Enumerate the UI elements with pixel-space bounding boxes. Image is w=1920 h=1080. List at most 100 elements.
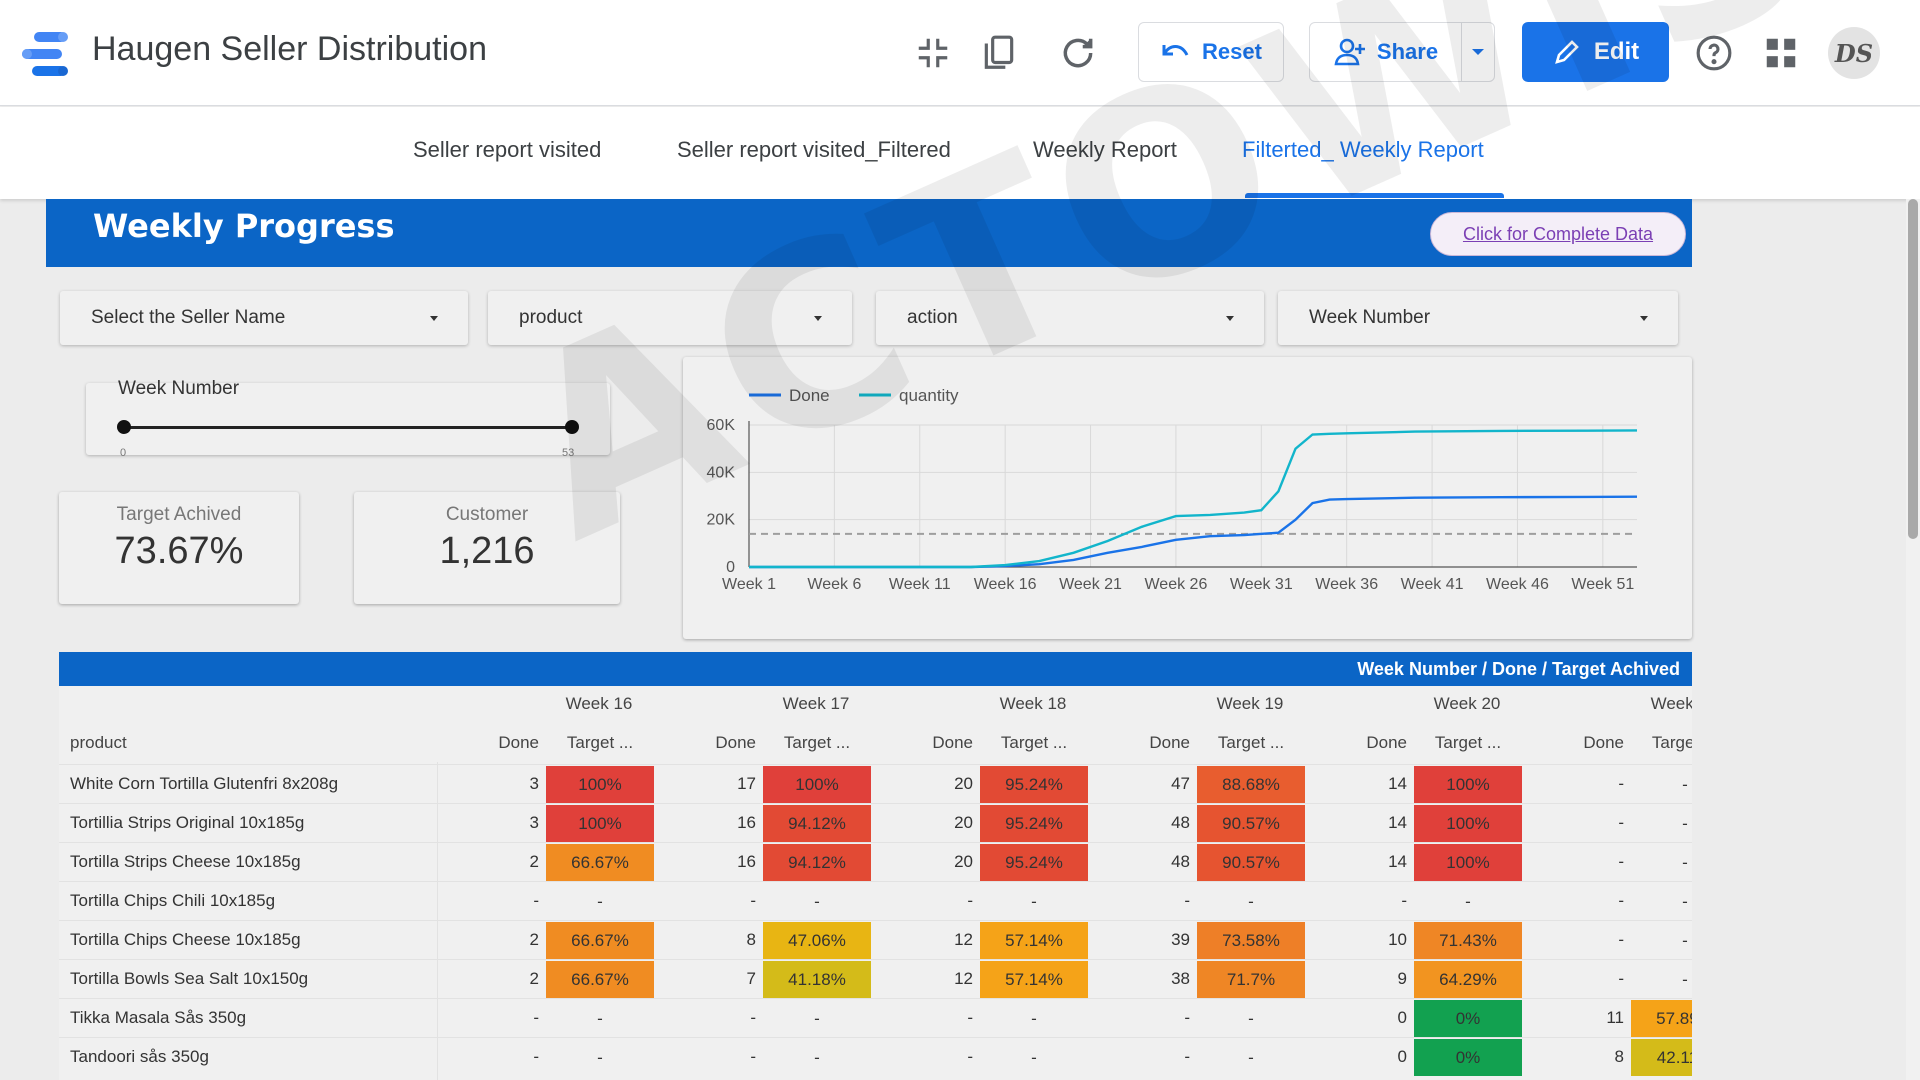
target-cell: - [1248,892,1254,911]
done-cell: 14 [1388,852,1407,871]
target-cell: 94.12% [763,844,871,881]
chart-legend-label: quantity [899,386,959,405]
looker-studio-logo[interactable] [22,30,70,78]
table-row[interactable]: Tortilla Strips Cheese 10x185g 2 66.67% 16 9… [59,842,1692,881]
complete-data-link-text[interactable]: Click for Complete Data [1462,223,1654,244]
done-column-header[interactable]: Done [498,733,539,752]
done-cell: - [533,1047,539,1066]
banner-title: Weekly Progress [93,207,395,245]
help-icon[interactable] [1695,34,1733,72]
tab-weekly-report[interactable]: Weekly Report [1033,137,1177,162]
target-cell: - [1682,814,1688,833]
table-row[interactable]: White Corn Tortilla Glutenfri 8x208g 3 100… [59,764,1692,803]
caret-down-icon [1640,315,1648,321]
target-column-header[interactable]: Target ... [783,733,851,752]
reset-button[interactable]: Reset [1138,22,1284,82]
complete-data-link[interactable]: Click for Complete Data [1430,212,1686,256]
slider-max-handle[interactable] [565,420,579,434]
product-cell: Tortilla Chips Chili 10x185g [70,891,276,910]
action-filter-label: action [907,307,958,328]
target-cell: 100% [1414,844,1522,881]
chart-series-line-done [749,495,1638,569]
target-column-header[interactable]: Target ... [566,733,634,752]
product-column-header[interactable]: product [70,733,127,752]
table-row[interactable]: Tikka Masala Sås 350g - - - - - - - - 0 0% 11 57.89% [59,998,1692,1037]
target-column-header[interactable]: Target ... [1651,733,1692,752]
table-row[interactable]: Tortillia Strips Original 10x185g 3 100% 16… [59,803,1692,842]
week-column-header[interactable]: Week 16 [565,694,633,713]
chart-y-tick-label: 20K [707,512,736,529]
done-column-header[interactable]: Done [932,733,973,752]
done-cell: 2 [529,969,539,988]
week-number-filter[interactable]: Week Number [1278,291,1678,345]
seller-name-filter-label: Select the Seller Name [91,307,286,328]
chart-x-tick-label: Week 36 [1315,576,1378,593]
table-row[interactable]: Tortilla Chips Chili 10x185g - - - - - - - - - - - - [59,881,1692,920]
chart-y-tick-label: 60K [707,417,736,434]
seller-name-filter[interactable]: Select the Seller Name [60,291,468,345]
page-scrollbar-thumb[interactable] [1908,199,1918,539]
target-cell: 100% [763,766,871,803]
target-cell: 95.24% [980,766,1088,803]
user-avatar[interactable]: DS [1828,27,1880,79]
action-filter[interactable]: action [876,291,1264,345]
reset-label: Reset [1202,39,1262,64]
weekly-progress-banner: Weekly Progress Click for Complete Data [46,199,1692,267]
share-button[interactable]: Share [1309,22,1495,82]
slider-min-handle[interactable] [117,420,131,434]
done-cell: 16 [737,852,756,871]
done-column-header[interactable]: Done [715,733,756,752]
target-cell: - [597,892,603,911]
done-cell: - [1184,891,1190,910]
scorecard-label: Customer [445,504,529,525]
product-filter[interactable]: product [488,291,852,345]
done-cell: - [1618,813,1624,832]
target-cell: - [1682,931,1688,950]
slider-min-value: 0 [120,447,127,459]
week-range-slider-track[interactable] [124,426,572,429]
table-row[interactable]: Tortilla Chips Cheese 10x185g 2 66.67% 8 47.… [59,920,1692,959]
edit-button[interactable]: Edit [1522,22,1669,82]
scorecard-value: 1,216 [439,530,535,572]
week-column-header[interactable]: Week 19 [1216,694,1284,713]
pivot-table-title: Week Number / Done / Target Achived [1357,658,1680,679]
tab-seller-report-visited-filtered[interactable]: Seller report visited_Filtered [677,137,951,162]
done-cell: 2 [529,852,539,871]
share-dropdown-button[interactable] [1462,47,1494,57]
page-tabs: Seller report visited Seller report visi… [0,107,1920,199]
table-row[interactable]: Tortilla Bowls Sea Salt 10x150g 2 66.67% 7 4… [59,959,1692,998]
done-column-header[interactable]: Done [1583,733,1624,752]
target-column-header[interactable]: Target ... [1434,733,1502,752]
done-cell: 20 [954,852,973,871]
week-column-header[interactable]: Week 20 [1433,694,1501,713]
done-cell: - [1618,930,1624,949]
done-cell: 9 [1397,969,1407,988]
week-column-header[interactable]: Week 21 [1650,694,1692,713]
fullscreen-exit-icon[interactable] [914,34,952,72]
refresh-icon[interactable] [1059,34,1097,72]
done-cell: - [1618,969,1624,988]
copy-icon[interactable] [980,34,1018,72]
apps-grid-icon[interactable] [1762,34,1800,72]
report-title: Haugen Seller Distribution [92,30,487,68]
weekly-line-chart: 0 20K 40K 60K Week 1 Week 6 Week 11 Week 16 Week… [683,357,1692,639]
tab-seller-report-visited[interactable]: Seller report visited [413,137,602,162]
week-column-header[interactable]: Week 17 [782,694,850,713]
target-cell: 90.57% [1197,844,1305,881]
target-column-header[interactable]: Target ... [1217,733,1285,752]
done-cell: 0 [1397,1047,1407,1066]
tab-filtered-weekly-report[interactable]: Filterted_ Weekly Report [1242,137,1484,162]
share-main-button[interactable]: Share [1310,23,1462,81]
done-column-header[interactable]: Done [1149,733,1190,752]
done-column-header[interactable]: Done [1366,733,1407,752]
week-column-header[interactable]: Week 18 [999,694,1067,713]
target-column-header[interactable]: Target ... [1000,733,1068,752]
caret-down-icon [1472,49,1484,55]
target-cell: - [1682,970,1688,989]
done-cell: 39 [1171,930,1190,949]
done-cell: 48 [1171,852,1190,871]
table-row[interactable]: Tandoori sås 350g - - - - - - - - 0 0% 8 42.11% [59,1037,1692,1076]
product-cell: White Corn Tortilla Glutenfri 8x208g [70,774,339,793]
chart-x-tick-label: Week 16 [974,576,1037,593]
